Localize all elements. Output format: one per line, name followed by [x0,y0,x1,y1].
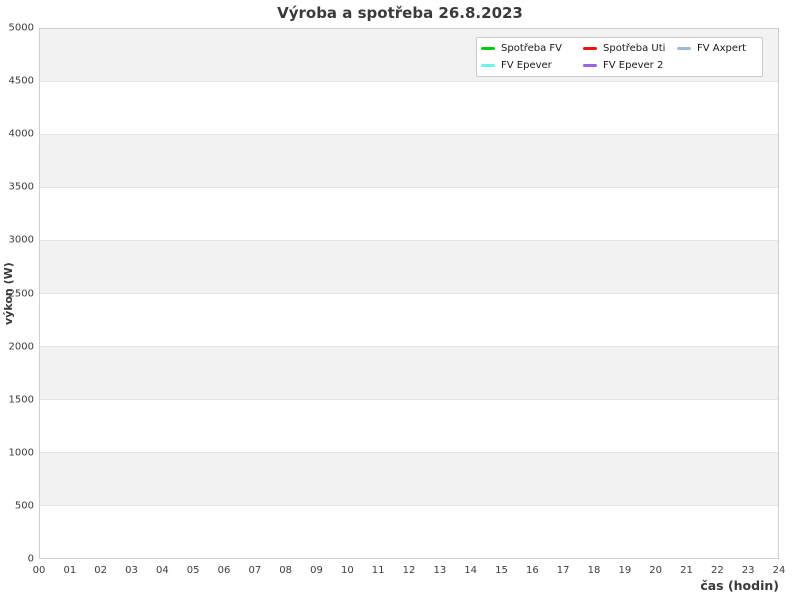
x-tick-label: 06 [217,565,231,576]
x-tick-label: 10 [340,565,354,576]
legend-item: FV Epever [481,60,583,71]
x-tick-label: 18 [587,565,601,576]
y-tick-label: 4500 [8,75,34,87]
legend-label: FV Axpert [697,43,747,54]
x-tick-label: 20 [649,565,663,576]
legend-label: FV Epever [501,60,552,71]
x-tick-label: 21 [680,565,693,576]
background-band [40,452,778,506]
x-tick-label: 07 [248,565,262,576]
x-tick-label: 17 [556,565,570,576]
gridline [40,240,778,242]
gridline [40,345,778,347]
background-band [40,240,778,294]
x-tick-label: 08 [279,565,293,576]
x-tick-label: 02 [94,565,108,576]
x-tick-label: 04 [155,565,169,576]
x-tick-label: 01 [63,565,77,576]
gridline [40,81,778,83]
x-axis-ticks: 00 01 02 03 04 05 06 07 08 09 10 11 12 13 14 15 16 17 18 19… [0,565,800,579]
x-axis-label: čas (hodin) [700,578,779,593]
legend-swatch-icon [583,64,597,67]
y-tick-label: 2500 [8,288,34,299]
legend-item: FV Epever 2 [583,60,677,71]
background-band [40,346,778,400]
x-tick-label: 13 [433,565,447,576]
legend-item: FV Axpert [677,43,760,54]
x-tick-label: 23 [741,565,755,576]
x-tick-label: 00 [32,565,46,576]
legend-item: Spotřeba FV [481,43,583,54]
y-tick-label: 2000 [8,341,34,353]
legend-swatch-icon [481,47,495,50]
legend-label: Spotřeba FV [501,43,563,54]
legend-swatch-icon [481,64,495,67]
gridline [40,134,778,136]
y-tick-label: 500 [14,500,34,512]
x-tick-label: 09 [310,565,323,576]
legend: Spotřeba FV Spotřeba Uti FV Axpert FV Epeve… [476,37,763,77]
legend-item: Spotřeba Uti [583,43,677,54]
y-tick-label: 3000 [8,234,34,246]
y-tick-label: 4000 [8,128,34,140]
legend-label: Spotřeba Uti [603,43,666,54]
gridline [40,451,778,453]
x-tick-label: 12 [402,565,416,576]
plot-area [39,28,779,559]
chart-title: Výroba a spotřeba 26.8.2023 [277,4,523,22]
x-tick-label: 15 [495,565,508,576]
x-tick-label: 11 [371,565,385,576]
gridline [40,293,778,294]
legend-swatch-icon [583,47,597,50]
x-tick-label: 19 [618,565,632,576]
gridline [40,187,778,189]
gridline [40,504,778,506]
x-tick-label: 03 [125,565,138,576]
y-tick-label: 3500 [8,181,34,193]
legend-swatch-icon [677,47,691,50]
background-band [40,134,778,188]
x-tick-label: 16 [525,565,539,576]
y-tick-label: 0 [27,553,34,565]
gridline [40,398,778,400]
legend-label: FV Epever 2 [603,60,664,71]
y-tick-label: 1500 [8,394,34,406]
x-tick-label: 22 [710,565,724,576]
x-tick-label: 14 [464,565,478,576]
y-axis-ticks: 0 500 1000 1500 2000 2500 3000 3500 4000 4500 5000 [0,23,34,565]
y-tick-label: 1000 [8,447,34,459]
x-tick-label: 24 [772,565,786,576]
y-tick-label: 5000 [8,22,34,34]
x-tick-label: 05 [186,565,200,576]
